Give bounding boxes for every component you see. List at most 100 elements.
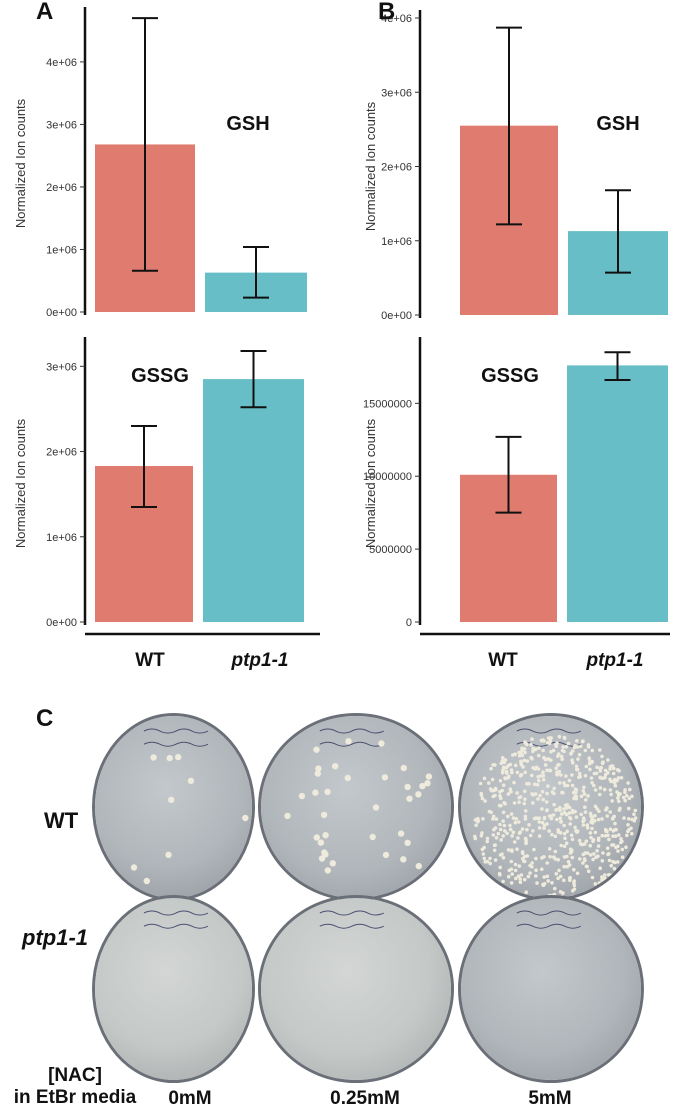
x-label-ptp-a: ptp1-1: [231, 650, 289, 671]
colony: [532, 816, 537, 821]
colony: [613, 834, 618, 838]
colony: [322, 832, 329, 839]
colony: [562, 878, 566, 883]
y-tick-label-a-gssg-3: 3e+06: [46, 361, 77, 373]
colony: [329, 860, 336, 867]
colony: [567, 863, 572, 867]
colony: [473, 818, 478, 822]
colony: [510, 849, 514, 853]
colony: [524, 890, 528, 894]
colony: [593, 813, 597, 818]
colony: [537, 834, 542, 838]
colony: [523, 817, 528, 821]
colony: [608, 788, 613, 792]
colony: [595, 849, 599, 853]
colony: [604, 829, 608, 834]
colony: [546, 879, 550, 883]
colony: [596, 817, 601, 822]
colony: [415, 862, 422, 870]
colony: [483, 799, 487, 803]
colony: [500, 756, 505, 760]
colony: [525, 854, 530, 858]
colony: [509, 768, 514, 772]
colony: [514, 817, 519, 821]
y-tick-label-a-gssg-2: 2e+06: [46, 447, 77, 459]
colony: [501, 768, 505, 773]
colony: [517, 800, 521, 804]
colony: [513, 868, 518, 873]
colony: [568, 822, 572, 826]
colony: [504, 765, 509, 769]
colony: [150, 754, 157, 761]
colony: [501, 834, 505, 838]
colony: [165, 851, 172, 858]
colony: [488, 856, 492, 861]
colony: [511, 816, 516, 820]
colony: [513, 862, 518, 867]
colony: [547, 847, 552, 851]
colony: [591, 857, 595, 862]
colony: [521, 856, 525, 861]
colony: [480, 831, 484, 835]
nac-label: [NAC] in EtBr media: [0, 1065, 150, 1109]
colony: [583, 774, 588, 778]
colony: [508, 823, 512, 828]
colony: [502, 823, 507, 828]
colony: [632, 819, 637, 823]
colony: [590, 748, 595, 753]
colony: [593, 882, 598, 886]
colony: [482, 856, 487, 861]
colony: [559, 843, 563, 848]
colony: [501, 765, 506, 770]
colony: [556, 830, 561, 834]
colony: [491, 833, 496, 837]
colony: [493, 787, 498, 792]
colony: [485, 836, 490, 841]
panel-letter-c: C: [36, 705, 54, 732]
y-tick-label-b-gsh-2: 2e+06: [381, 162, 412, 174]
colony: [400, 856, 407, 863]
colony: [611, 834, 615, 838]
colony: [562, 844, 567, 849]
colony: [528, 863, 532, 868]
colony: [513, 752, 517, 756]
colony: [506, 792, 511, 796]
plate-col-label-0.25mM: 0.25mM: [330, 1088, 400, 1109]
colony: [583, 851, 587, 855]
colony: [616, 833, 621, 837]
colony: [501, 855, 506, 860]
colony: [597, 809, 601, 813]
colony: [514, 876, 518, 881]
colony: [501, 783, 506, 787]
colony: [501, 819, 505, 823]
colony: [315, 765, 322, 772]
colony: [570, 758, 574, 762]
colony: [582, 818, 586, 822]
colony: [541, 882, 545, 887]
colony: [552, 802, 556, 807]
colony: [168, 796, 175, 803]
colony: [550, 832, 554, 837]
colony: [175, 753, 182, 761]
colony: [608, 767, 612, 771]
colony: [476, 818, 481, 823]
colony: [545, 861, 549, 865]
colony: [548, 739, 553, 743]
colony: [555, 817, 559, 822]
colony: [597, 881, 602, 885]
colony: [540, 820, 545, 825]
colony: [547, 829, 551, 833]
colony: [589, 835, 593, 840]
colony: [515, 791, 519, 795]
colony: [522, 758, 527, 763]
colony: [586, 743, 591, 747]
plate-wt-0.25mM: [258, 713, 454, 901]
plate-ptp-0mM: [92, 895, 255, 1083]
colony: [320, 811, 328, 819]
colony: [605, 846, 610, 850]
colony: [509, 859, 514, 864]
colony: [619, 776, 624, 780]
colony: [584, 839, 589, 843]
y-tick-label-b-gssg-0: 0: [406, 617, 412, 629]
colony: [494, 817, 499, 821]
